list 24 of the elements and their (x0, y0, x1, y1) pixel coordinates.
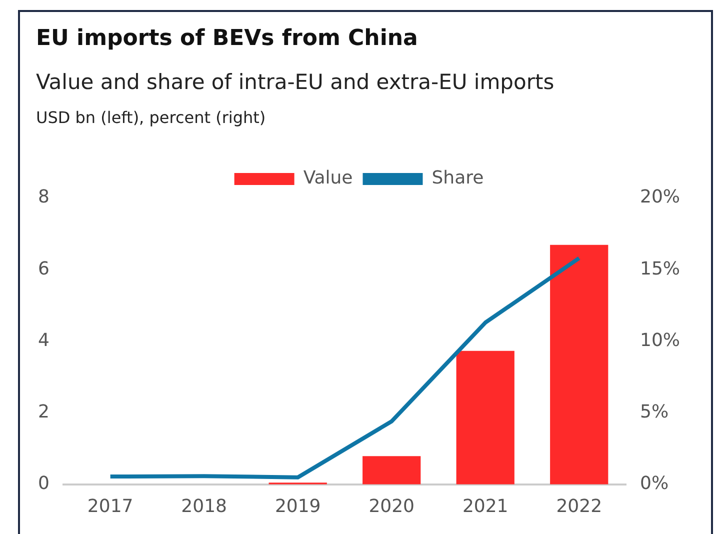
x-tick-label: 2020 (368, 496, 415, 517)
y2-tick-label: 0% (640, 473, 669, 494)
y-tick-label: 4 (38, 330, 50, 351)
text: USD bn (left), percent (right) (36, 108, 266, 127)
bar (456, 350, 514, 484)
y-tick-label: 0 (38, 473, 50, 494)
y-tick-label: 8 (38, 186, 50, 208)
y-tick-label: 6 (38, 258, 50, 280)
x-tick-label: 2021 (462, 496, 508, 517)
x-tick-label: 2018 (181, 496, 227, 517)
y-tick-label: 2 (38, 401, 50, 422)
chart-title: EU imports of BEVs from China (36, 26, 418, 51)
bar (550, 244, 608, 484)
y2-tick-label: 20% (640, 186, 680, 208)
legend-label: Share (432, 168, 484, 189)
y2-tick-label: 10% (640, 330, 680, 351)
legend-label: Value (303, 168, 353, 189)
x-tick-label: 2019 (274, 496, 321, 517)
y2-tick-label: 5% (640, 401, 669, 422)
x-tick-label: 2017 (87, 496, 134, 517)
chart-subtitle: Value and share of intra-EU and extra-EU imports (36, 70, 554, 94)
y2-tick-label: 15% (640, 258, 680, 280)
bar (362, 456, 421, 484)
x-tick-label: 2022 (556, 496, 602, 517)
